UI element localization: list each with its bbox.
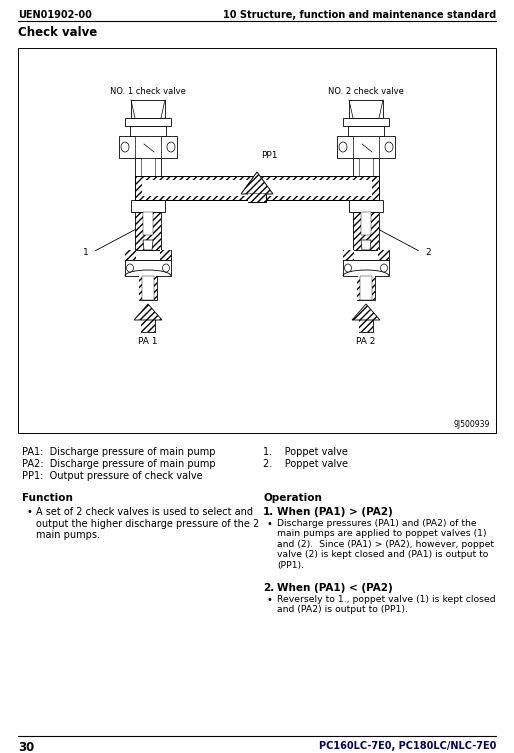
Bar	[357, 276, 375, 300]
Text: NO. 2 check valve: NO. 2 check valve	[328, 87, 404, 96]
Bar	[125, 250, 136, 260]
Bar	[135, 176, 379, 200]
Bar	[343, 250, 354, 260]
Text: A set of 2 check valves is used to select and
output the higher discharge pressu: A set of 2 check valves is used to selec…	[36, 507, 259, 540]
Bar	[349, 100, 383, 118]
Text: Discharge pressures (PA1) and (PA2) of the
main pumps are applied to poppet valv: Discharge pressures (PA1) and (PA2) of t…	[277, 519, 494, 569]
Bar	[359, 318, 373, 332]
Ellipse shape	[167, 142, 175, 152]
Ellipse shape	[344, 264, 352, 272]
Bar	[139, 276, 157, 300]
Ellipse shape	[162, 264, 170, 272]
Bar	[135, 212, 161, 250]
Ellipse shape	[339, 142, 347, 152]
Bar	[248, 194, 266, 202]
Text: PA1:  Discharge pressure of main pump: PA1: Discharge pressure of main pump	[22, 447, 215, 457]
Bar	[343, 260, 389, 276]
Bar	[359, 318, 373, 332]
Bar	[353, 136, 379, 158]
Text: PA 2: PA 2	[356, 337, 376, 346]
Bar	[125, 118, 171, 126]
Bar	[361, 212, 371, 235]
Bar	[343, 250, 389, 260]
Text: 1.    Poppet valve: 1. Poppet valve	[263, 447, 348, 457]
Bar	[125, 260, 171, 276]
Bar	[135, 136, 161, 158]
Bar	[357, 276, 375, 300]
Bar	[135, 158, 161, 176]
Text: 30: 30	[18, 741, 34, 753]
Bar	[131, 100, 165, 118]
Bar	[141, 318, 155, 332]
Bar	[378, 250, 389, 260]
Bar	[135, 212, 161, 250]
Text: Function: Function	[22, 493, 73, 503]
Bar	[353, 212, 379, 250]
Bar	[160, 250, 171, 260]
Text: 2.: 2.	[263, 583, 274, 593]
Polygon shape	[352, 304, 380, 320]
Bar	[130, 126, 166, 136]
Bar	[141, 158, 155, 176]
Text: Reversely to 1., poppet valve (1) is kept closed
and (PA2) is output to (PP1).: Reversely to 1., poppet valve (1) is kep…	[277, 595, 495, 614]
Text: 2: 2	[425, 248, 431, 257]
Bar	[160, 250, 171, 260]
Bar	[139, 276, 157, 300]
Bar	[142, 180, 372, 196]
Text: When (PA1) > (PA2): When (PA1) > (PA2)	[277, 507, 393, 517]
Bar	[343, 250, 354, 260]
Bar	[378, 250, 389, 260]
Text: Operation: Operation	[263, 493, 322, 503]
Text: •: •	[267, 595, 273, 605]
Text: PA 1: PA 1	[138, 337, 158, 346]
Bar	[125, 250, 171, 260]
Bar	[141, 318, 155, 332]
Bar	[360, 276, 372, 300]
Bar	[359, 158, 373, 176]
Bar	[141, 318, 155, 332]
Text: UEN01902-00: UEN01902-00	[18, 10, 92, 20]
Text: •: •	[267, 519, 273, 529]
Bar	[357, 276, 375, 300]
Bar	[131, 200, 165, 212]
Bar	[353, 212, 379, 250]
Bar	[119, 136, 177, 158]
Text: When (PA1) < (PA2): When (PA1) < (PA2)	[277, 583, 393, 593]
Text: PP1: PP1	[261, 151, 278, 160]
Bar	[353, 158, 379, 176]
Text: 1.: 1.	[263, 507, 274, 517]
Bar	[18, 48, 496, 433]
Bar	[248, 194, 266, 202]
Text: 10 Structure, function and maintenance standard: 10 Structure, function and maintenance s…	[223, 10, 496, 20]
Text: 1: 1	[83, 248, 89, 257]
Bar	[348, 126, 384, 136]
Ellipse shape	[126, 264, 134, 272]
Text: 9J500939: 9J500939	[454, 420, 490, 429]
Text: Check valve: Check valve	[18, 26, 97, 39]
Bar	[349, 200, 383, 212]
Bar	[139, 276, 157, 300]
Text: PC160LC-7E0, PC180LC/NLC-7E0: PC160LC-7E0, PC180LC/NLC-7E0	[319, 741, 496, 751]
Ellipse shape	[121, 142, 129, 152]
Polygon shape	[361, 240, 371, 250]
Bar	[135, 176, 379, 200]
Polygon shape	[134, 304, 162, 320]
Bar	[143, 212, 153, 235]
Bar	[337, 136, 395, 158]
Text: PP1:  Output pressure of check valve: PP1: Output pressure of check valve	[22, 471, 203, 481]
Text: •: •	[26, 507, 32, 517]
Polygon shape	[241, 172, 273, 194]
Text: NO. 1 check valve: NO. 1 check valve	[110, 87, 186, 96]
Bar	[359, 318, 373, 332]
Bar	[125, 250, 136, 260]
Bar	[142, 276, 154, 300]
Polygon shape	[143, 240, 153, 250]
Text: 2.    Poppet valve: 2. Poppet valve	[263, 459, 348, 469]
Ellipse shape	[380, 264, 388, 272]
Bar	[343, 118, 389, 126]
Ellipse shape	[385, 142, 393, 152]
Text: PA2:  Discharge pressure of main pump: PA2: Discharge pressure of main pump	[22, 459, 216, 469]
Bar	[248, 194, 266, 202]
